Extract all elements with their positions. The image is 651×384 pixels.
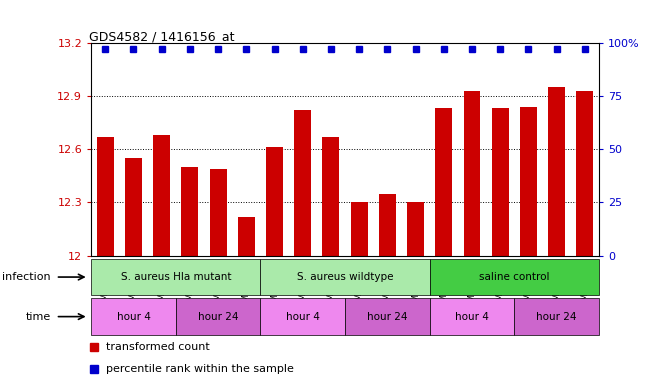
Text: hour 4: hour 4	[455, 311, 489, 322]
Bar	[153, 135, 170, 256]
Bar	[266, 147, 283, 256]
Bar	[322, 137, 339, 256]
Bar	[430, 298, 514, 335]
Bar	[345, 298, 430, 335]
Text: infection: infection	[2, 272, 51, 282]
Bar	[520, 107, 537, 256]
Bar	[238, 217, 255, 256]
Text: hour 4: hour 4	[117, 311, 150, 322]
Bar	[351, 202, 368, 256]
Bar	[125, 158, 142, 256]
Bar	[492, 108, 508, 256]
Bar	[379, 194, 396, 256]
Bar	[436, 108, 452, 256]
Bar	[294, 110, 311, 256]
Bar	[97, 137, 114, 256]
Text: transformed count: transformed count	[106, 342, 210, 352]
Text: hour 4: hour 4	[286, 311, 320, 322]
Text: S. aureus wildtype: S. aureus wildtype	[297, 272, 393, 282]
Bar	[464, 91, 480, 256]
Text: percentile rank within the sample: percentile rank within the sample	[106, 364, 294, 374]
Bar	[576, 91, 593, 256]
Text: GDS4582 / 1416156_at: GDS4582 / 1416156_at	[89, 30, 234, 43]
Bar	[430, 259, 599, 295]
Bar	[176, 298, 260, 335]
Text: hour 24: hour 24	[536, 311, 577, 322]
Bar	[548, 87, 565, 256]
Text: hour 24: hour 24	[198, 311, 238, 322]
Text: time: time	[25, 311, 51, 322]
Bar	[407, 202, 424, 256]
Bar	[260, 298, 345, 335]
Bar	[91, 298, 176, 335]
Text: hour 24: hour 24	[367, 311, 408, 322]
Bar	[514, 298, 599, 335]
Bar	[91, 259, 260, 295]
Text: S. aureus Hla mutant: S. aureus Hla mutant	[120, 272, 231, 282]
Bar	[260, 259, 430, 295]
Bar	[210, 169, 227, 256]
Text: saline control: saline control	[479, 272, 549, 282]
Bar	[182, 167, 199, 256]
